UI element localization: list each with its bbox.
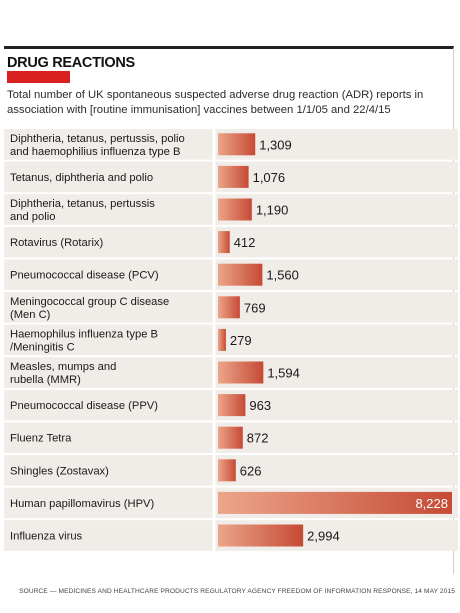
bar	[218, 198, 252, 221]
source-note: SOURCE — MEDICINES AND HEALTHCARE PRODUC…	[19, 588, 455, 595]
value-label: 1,309	[259, 137, 292, 152]
bar	[218, 165, 249, 188]
bar	[218, 524, 304, 547]
row-band	[4, 226, 458, 258]
bar	[218, 263, 263, 286]
row-band	[4, 324, 458, 356]
bar	[218, 459, 236, 482]
category-label: Rotavirus (Rotarix)	[10, 237, 104, 249]
category-label: Pneumococcal disease (PPV)	[10, 400, 158, 412]
chart-title: DRUG REACTIONS	[7, 55, 135, 71]
category-label: Human papillomavirus (HPV)	[10, 498, 155, 510]
category-label: Fluenz Tetra	[10, 433, 72, 445]
value-label: 1,560	[266, 268, 299, 283]
value-label: 412	[234, 235, 256, 250]
bar	[218, 231, 230, 254]
value-label: 1,076	[253, 170, 286, 185]
value-label: 1,190	[256, 203, 289, 218]
value-label: 279	[230, 333, 252, 348]
category-label: Measles, mumps and rubella (MMR)	[10, 361, 116, 386]
bar	[218, 133, 256, 156]
category-label: Meningococcal group C disease (Men C)	[10, 296, 169, 321]
bar	[218, 426, 243, 449]
bar	[218, 328, 226, 351]
bar	[218, 361, 264, 384]
bar	[218, 491, 452, 514]
bar	[218, 394, 246, 417]
category-label: Tetanus, diphtheria and polio	[10, 172, 153, 184]
category-label: Influenza virus	[10, 531, 83, 543]
value-label: 872	[247, 431, 269, 446]
category-label: Diphtheria, tetanus, pertussis, polio and…	[10, 133, 185, 158]
value-label: 8,228	[415, 496, 448, 511]
value-label: 626	[240, 463, 262, 478]
category-label: Shingles (Zostavax)	[10, 465, 109, 477]
value-label: 1,594	[267, 366, 300, 381]
category-label: Pneumococcal disease (PCV)	[10, 270, 159, 282]
chart-subtitle: Total number of UK spontaneous suspected…	[7, 89, 424, 116]
bar	[218, 296, 240, 319]
value-label: 963	[249, 398, 271, 413]
category-label: Diphtheria, tetanus, pertussis and polio	[10, 198, 155, 223]
value-label: 769	[244, 300, 266, 315]
title-accent-bar	[7, 71, 70, 83]
value-label: 2,994	[307, 529, 340, 544]
category-label: Haemophilus influenza type B/Meningitis …	[10, 328, 158, 353]
